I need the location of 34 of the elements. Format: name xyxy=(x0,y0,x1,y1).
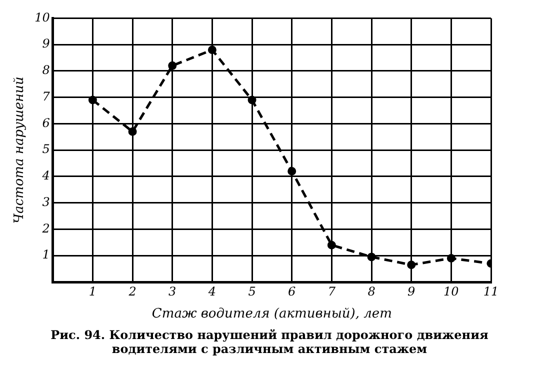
y-tick-label: 8 xyxy=(42,63,50,78)
point xyxy=(327,240,336,250)
y-tick-label: 10 xyxy=(34,10,50,24)
y-tick-label: 4 xyxy=(41,168,50,183)
y-tick-label: 6 xyxy=(42,116,50,130)
x-tick-label: 8 xyxy=(368,284,376,298)
point xyxy=(367,252,376,262)
y-axis-title: Частота нарушений xyxy=(12,76,28,224)
x-tick-label: 3 xyxy=(168,284,177,298)
x-tick-label: 1 xyxy=(88,284,97,298)
x-tick-label: 11 xyxy=(483,284,499,298)
point xyxy=(88,96,97,104)
x-tick-label: 10 xyxy=(444,284,460,298)
point xyxy=(407,260,416,270)
point xyxy=(288,166,296,176)
y-tick-label: 2 xyxy=(41,221,50,236)
x-axis-title: Стаж водителя (активный), лет xyxy=(152,306,392,322)
y-tick-label: 1 xyxy=(42,248,50,262)
point xyxy=(168,61,177,70)
x-tick-label: 9 xyxy=(408,284,416,298)
point xyxy=(208,46,216,54)
x-tick-label: 7 xyxy=(328,284,336,298)
point xyxy=(128,127,137,136)
point xyxy=(248,96,256,104)
x-tick-label: 6 xyxy=(288,284,296,298)
x-tick-label: 5 xyxy=(248,284,256,298)
y-tick-label: 5 xyxy=(42,142,50,156)
y-tick-label: 3 xyxy=(42,194,50,209)
y-tick-label: 7 xyxy=(42,89,50,104)
x-tick-label: 4 xyxy=(207,284,216,298)
x-tick-label: 2 xyxy=(128,284,136,298)
point xyxy=(446,254,456,263)
y-tick-label: 9 xyxy=(42,36,50,51)
text: Рис. 94. Количество нарушений правил дорожного движения водителями с различным активным стажем xyxy=(50,328,490,356)
